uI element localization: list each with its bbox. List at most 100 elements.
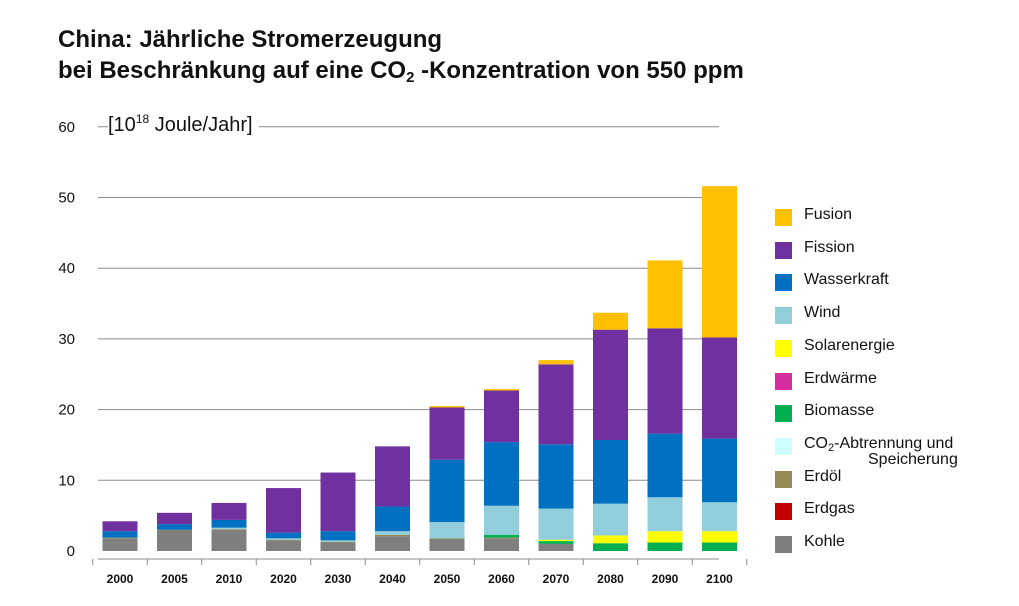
bar-segment bbox=[320, 542, 356, 551]
x-tick-label: 2005 bbox=[161, 572, 188, 586]
bar-segment bbox=[375, 536, 410, 551]
bar-segment bbox=[538, 360, 574, 365]
legend-label: Erdöl bbox=[804, 468, 841, 485]
bar-segment bbox=[211, 527, 247, 530]
chart-title-line2-post: -Konzentration von 550 ppm bbox=[414, 57, 744, 84]
bar-segment bbox=[266, 539, 301, 541]
bar-segment bbox=[102, 537, 138, 539]
y-tick-label: 30 bbox=[58, 331, 75, 348]
legend-item: Biomasse bbox=[775, 402, 875, 423]
bar-segment bbox=[102, 531, 138, 538]
chart-title: China: Jährliche Stromerzeugung bei Besc… bbox=[58, 24, 744, 86]
legend-label: Kohle bbox=[804, 533, 845, 550]
bar-segment bbox=[320, 531, 356, 541]
bar-segment bbox=[211, 502, 247, 520]
legend-label-text: Solarenergie bbox=[804, 336, 895, 354]
chart-title-line1: China: Jährliche Stromerzeugung bbox=[58, 26, 443, 53]
bar-segment bbox=[593, 440, 628, 504]
y-axis-unit-label: [1018 Joule/Jahr] bbox=[108, 113, 259, 137]
bar-segment bbox=[375, 534, 410, 537]
legend-item: Fission bbox=[775, 239, 855, 259]
legend-swatch bbox=[775, 307, 792, 325]
bar-segment bbox=[538, 508, 574, 540]
legend-label-text: Erdgas bbox=[804, 500, 855, 518]
bar-segment bbox=[538, 539, 574, 542]
y-axis-unit-post: Joule/Jahr] bbox=[149, 114, 253, 136]
bar-segment bbox=[593, 535, 628, 544]
legend-item: Kohle bbox=[775, 533, 845, 553]
legend-swatch bbox=[775, 470, 792, 488]
x-tick-label: 2080 bbox=[597, 572, 624, 586]
bar-segment bbox=[593, 543, 628, 551]
bar-segment bbox=[647, 531, 683, 543]
bar-segment bbox=[702, 542, 737, 551]
y-axis-unit-pre: [10 bbox=[108, 114, 136, 136]
bar-segment bbox=[647, 542, 683, 551]
x-tick-label: 2040 bbox=[379, 572, 406, 586]
x-tick-label: 2030 bbox=[325, 572, 352, 586]
legend-label: Fusion bbox=[804, 206, 852, 223]
x-tick-label: 2090 bbox=[652, 572, 679, 586]
chart-title-line2-pre: bei Beschränkung auf eine CO bbox=[58, 57, 407, 84]
legend-label-text: Fission bbox=[804, 238, 855, 256]
bar-segment bbox=[538, 543, 574, 551]
bar-segment bbox=[320, 472, 356, 532]
legend-item: CO2-Abtrennung und Speicherung bbox=[775, 434, 958, 468]
legend-label: CO2-Abtrennung und bbox=[804, 434, 953, 454]
legend-label: Solarenergie bbox=[804, 337, 895, 354]
legend-item: Erdgas bbox=[775, 500, 855, 521]
bar-segment bbox=[102, 521, 138, 532]
bar-segment bbox=[429, 538, 465, 551]
bar-segment bbox=[102, 538, 138, 551]
y-tick-label: 60 bbox=[58, 119, 75, 136]
bar-segment bbox=[484, 534, 519, 538]
bar-segment bbox=[484, 390, 519, 443]
bar-segment bbox=[320, 540, 356, 542]
bar-segment bbox=[484, 538, 519, 551]
bar-segment bbox=[484, 505, 519, 535]
bar-segment bbox=[157, 530, 192, 551]
bar-segment bbox=[593, 503, 628, 536]
bar-segment bbox=[375, 446, 410, 507]
bar-segment bbox=[647, 328, 683, 434]
bar-segment bbox=[211, 529, 247, 530]
legend-label: Wasserkraft bbox=[804, 271, 889, 288]
bar-segment bbox=[429, 459, 465, 523]
bar-segment bbox=[647, 497, 683, 532]
chart-title-subscript: 2 bbox=[406, 69, 415, 86]
legend-label-text: Biomasse bbox=[804, 402, 875, 420]
legend-swatch bbox=[775, 241, 792, 259]
bar-segment bbox=[484, 537, 519, 539]
bar-segment bbox=[266, 538, 301, 540]
bar-segment bbox=[702, 438, 737, 503]
legend-label-text: Kohle bbox=[804, 533, 845, 550]
bar-segment bbox=[211, 519, 247, 528]
bar-segment bbox=[211, 529, 247, 551]
bar-segment bbox=[266, 532, 301, 539]
bar-segment bbox=[157, 529, 192, 531]
legend-label-text: CO bbox=[804, 434, 828, 452]
legend-label: Wind bbox=[804, 304, 840, 321]
bar-segment bbox=[429, 538, 465, 539]
bar-segment bbox=[266, 488, 301, 533]
y-tick-label: 20 bbox=[58, 402, 75, 419]
bar-segment bbox=[266, 540, 301, 551]
bar-segment bbox=[702, 337, 737, 439]
legend-item: Wasserkraft bbox=[775, 271, 889, 292]
y-tick-label: 40 bbox=[58, 260, 75, 277]
bar-segment bbox=[647, 433, 683, 498]
bar-segment bbox=[647, 260, 683, 329]
bar-segment bbox=[702, 531, 737, 543]
legend-label-line2: Speicherung bbox=[868, 450, 958, 468]
legend-swatch bbox=[775, 536, 792, 553]
bar-segment bbox=[484, 442, 519, 506]
x-tick-label: 2060 bbox=[488, 572, 515, 586]
legend-label-text: Wind bbox=[804, 304, 841, 322]
bar-segment bbox=[429, 407, 465, 460]
legend-label-subscript: 2 bbox=[828, 441, 835, 454]
legend-swatch bbox=[775, 405, 792, 423]
bar-segment bbox=[375, 531, 410, 535]
bar-segment bbox=[375, 506, 410, 532]
x-tick-label: 2050 bbox=[434, 572, 461, 586]
